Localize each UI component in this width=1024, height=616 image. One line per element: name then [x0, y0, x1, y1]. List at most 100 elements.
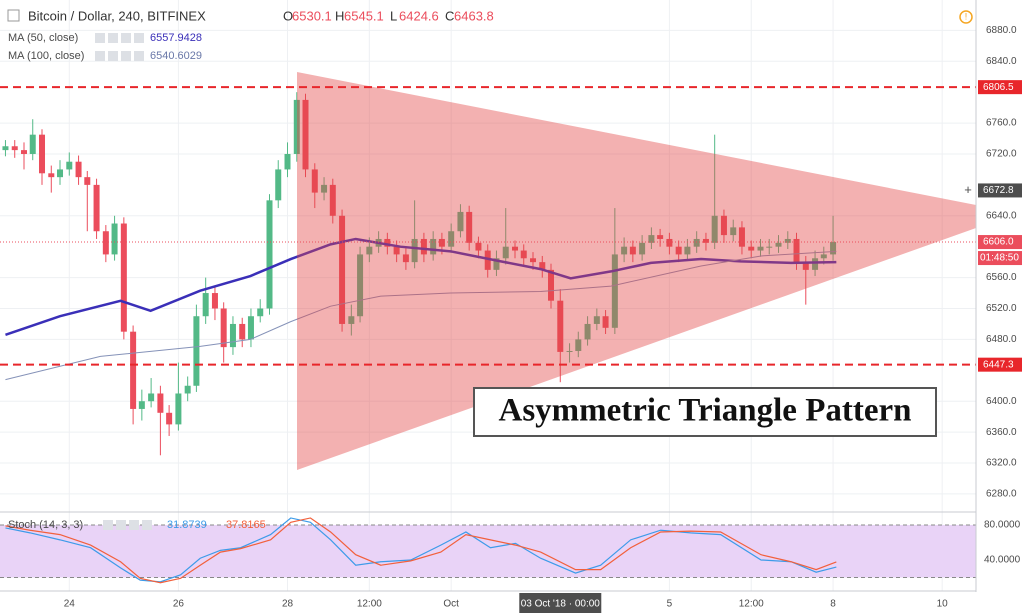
candle-body	[266, 200, 273, 309]
candle-body	[93, 184, 100, 232]
countdown: 01:48:50	[980, 253, 1019, 264]
x-tick-label: 10	[937, 599, 949, 610]
candle-body	[202, 293, 209, 317]
annotation-box	[473, 387, 937, 437]
moving-average-line	[5, 237, 837, 336]
candle-body	[220, 308, 227, 348]
stoch-legend: Stoch (14, 3, 3)	[8, 519, 83, 531]
crosshair-price-label-bg	[978, 183, 1022, 198]
last-price-label: 6606.0	[983, 237, 1014, 248]
button[interactable]	[121, 33, 131, 43]
candle-body	[621, 246, 628, 255]
candle-body	[29, 134, 36, 154]
horizontal-line-label-bg	[978, 357, 1022, 372]
button[interactable]	[134, 51, 144, 61]
candle-body	[693, 238, 700, 247]
ohlc-value: 6463.8	[454, 8, 494, 23]
candle-body	[284, 153, 291, 170]
candle-body	[339, 215, 346, 324]
button[interactable]	[129, 520, 139, 530]
candle-body	[57, 169, 64, 178]
candle-body	[393, 246, 400, 255]
candle-body	[84, 177, 91, 185]
candle-body	[357, 254, 364, 317]
candle-body	[166, 412, 173, 425]
candle-body	[348, 316, 355, 324]
button[interactable]	[95, 51, 105, 61]
horizontal-line-label: 6447.3	[983, 359, 1014, 370]
candle-body	[11, 146, 18, 151]
ma100-legend: MA (100, close)	[8, 50, 84, 62]
candle-body	[684, 246, 691, 255]
horizontal-line-label: 6806.5	[983, 82, 1014, 93]
candle-body	[711, 215, 718, 243]
candle-body	[830, 242, 837, 255]
candle-body	[302, 99, 309, 170]
candle-body	[411, 238, 418, 263]
x-tick-label: 12:00	[739, 599, 764, 610]
button[interactable]	[108, 33, 118, 43]
ohlc-label: H	[335, 8, 344, 23]
x-tick-label: 26	[173, 599, 185, 610]
collapse-icon[interactable]	[7, 9, 20, 22]
candle-body	[430, 238, 437, 255]
ohlc-value: 6530.1	[292, 8, 332, 23]
candle-body	[321, 184, 328, 193]
candle-body	[675, 246, 682, 255]
y-tick-label: 6560.0	[986, 272, 1017, 283]
candle-body	[557, 300, 564, 352]
candle-body	[448, 231, 455, 247]
candle-body	[657, 235, 664, 239]
x-tick-label: 24	[64, 599, 76, 610]
button[interactable]	[121, 51, 131, 61]
ohlc-value: 6424.6	[399, 8, 439, 23]
candle-body	[48, 173, 55, 178]
y-tick-label: 6720.0	[986, 149, 1017, 160]
candle-body	[566, 350, 573, 352]
stoch-band	[0, 524, 976, 578]
ohlc-label: L	[390, 8, 397, 23]
crosshair-time-label: 03 Oct '18 · 00:00	[521, 599, 601, 610]
candle-body	[530, 258, 537, 263]
button[interactable]	[95, 33, 105, 43]
y-tick-label: 80.0000	[984, 520, 1021, 531]
candle-body	[539, 262, 546, 270]
x-tick-label: 8	[830, 599, 836, 610]
candle-body	[21, 150, 28, 154]
x-tick-label: 28	[282, 599, 294, 610]
alert-icon-mark: !	[965, 11, 968, 21]
countdown-bg	[978, 251, 1022, 266]
ohlc-label: C	[445, 8, 454, 23]
candle-body	[748, 246, 755, 251]
crosshair-plus: +	[964, 182, 972, 197]
candle-body	[512, 246, 519, 251]
candle-body	[193, 316, 200, 386]
candle-body	[384, 238, 391, 247]
button[interactable]	[108, 51, 118, 61]
y-tick-label: 6320.0	[986, 458, 1017, 469]
candle-body	[484, 250, 491, 270]
button[interactable]	[134, 33, 144, 43]
ohlc-value: 6545.1	[344, 8, 384, 23]
button[interactable]	[103, 520, 113, 530]
alert-icon[interactable]	[959, 10, 973, 24]
candle-body	[593, 316, 600, 324]
candle-body	[775, 242, 782, 247]
candle-body	[784, 238, 791, 243]
y-tick-label: 6880.0	[986, 25, 1017, 36]
candle-body	[102, 231, 109, 255]
candle-body	[793, 238, 800, 263]
candle-body	[820, 254, 827, 259]
y-tick-label: 6360.0	[986, 427, 1017, 438]
button[interactable]	[142, 520, 152, 530]
candle-body	[548, 269, 555, 301]
candle-body	[602, 316, 609, 328]
candle-body	[184, 385, 191, 394]
candle-body	[275, 169, 282, 201]
candle-body	[211, 293, 218, 309]
candle-body	[257, 308, 264, 317]
candle-body	[138, 401, 145, 409]
button[interactable]	[116, 520, 126, 530]
horizontal-line-label-bg	[978, 80, 1022, 95]
